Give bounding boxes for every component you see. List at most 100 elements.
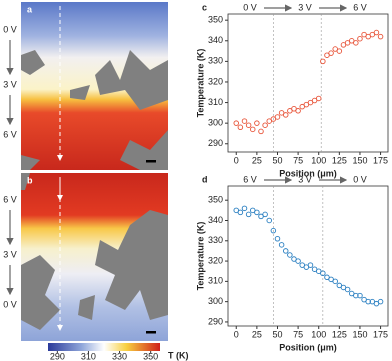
panel-label: a xyxy=(27,4,33,14)
data-point xyxy=(361,31,367,38)
panel-label: b xyxy=(27,175,33,185)
voltage-label: 6 V xyxy=(3,194,17,204)
x-tick-label: 175 xyxy=(373,329,388,339)
data-point xyxy=(254,209,260,216)
data-point xyxy=(258,128,264,135)
voltage-label: 3 V xyxy=(3,249,17,259)
colorbar-tick-label: 290 xyxy=(50,351,65,361)
annotation: 6 V xyxy=(353,2,367,12)
plot-frame xyxy=(227,185,389,327)
x-tick-label: 75 xyxy=(293,329,303,339)
data-point xyxy=(295,258,301,264)
y-tick-label: 320 xyxy=(208,76,223,86)
data-point xyxy=(245,122,252,128)
data-point xyxy=(262,122,268,128)
data-point xyxy=(336,48,343,54)
voltage-label: 3 V xyxy=(3,79,17,89)
panel-label: c xyxy=(202,2,207,12)
x-tick-label: 100 xyxy=(311,329,326,339)
annotation: 6 V xyxy=(243,174,257,184)
colorbar-label: T (K) xyxy=(168,350,189,360)
x-tick-label: 0 xyxy=(234,155,239,165)
data-point xyxy=(377,33,384,40)
y-tick-label: 320 xyxy=(208,255,223,265)
data-point xyxy=(369,31,376,38)
data-point xyxy=(365,33,371,40)
y-tick-label: 300 xyxy=(208,296,223,306)
data-point xyxy=(282,248,289,254)
data-point xyxy=(295,108,301,114)
y-tick-label: 350 xyxy=(208,195,223,205)
voltage-label: 6 V xyxy=(3,129,17,139)
y-tick-label: 330 xyxy=(208,235,223,245)
annotation: 3 V xyxy=(298,2,312,12)
data-point xyxy=(307,262,314,268)
data-point xyxy=(241,118,248,124)
colorbar-tick-label: 330 xyxy=(112,351,127,361)
plot-frame xyxy=(227,13,389,153)
y-tick-label: 330 xyxy=(208,56,223,66)
y-tick-label: 300 xyxy=(208,118,223,128)
data-point xyxy=(237,124,244,131)
data-point xyxy=(241,205,248,212)
data-point xyxy=(274,236,281,242)
data-point xyxy=(303,101,310,108)
x-tick-label: 125 xyxy=(332,329,347,339)
data-point xyxy=(332,278,338,285)
y-axis-label: Temperature (K) xyxy=(195,49,205,118)
y-tick-label: 310 xyxy=(208,276,223,286)
data-point xyxy=(274,114,281,120)
data-point xyxy=(282,112,289,118)
x-tick-label: 50 xyxy=(272,329,282,339)
data-point xyxy=(266,118,272,124)
x-tick-label: 150 xyxy=(352,155,367,165)
annotation: 3 V xyxy=(298,174,312,184)
data-point xyxy=(287,108,293,114)
x-tick-label: 50 xyxy=(272,155,282,165)
data-point xyxy=(237,209,244,216)
data-point xyxy=(340,42,347,48)
data-point xyxy=(287,252,293,258)
data-point xyxy=(233,120,239,126)
image-b xyxy=(21,173,168,341)
data-point xyxy=(270,116,277,122)
data-point xyxy=(365,298,371,305)
x-tick-label: 0 xyxy=(234,329,239,339)
x-tick-label: 150 xyxy=(352,329,367,339)
data-point xyxy=(270,227,277,234)
data-point xyxy=(377,298,384,305)
x-tick-label: 100 xyxy=(311,155,326,165)
data-point xyxy=(353,40,359,46)
data-point xyxy=(328,50,334,56)
x-tick-label: 175 xyxy=(373,155,388,165)
x-tick-label: 25 xyxy=(252,329,262,339)
data-point xyxy=(311,97,318,104)
x-axis-label: Position (μm) xyxy=(279,168,337,178)
x-axis-label: Position (μm) xyxy=(279,342,337,352)
image-a xyxy=(21,2,168,170)
voltage-label: 0 V xyxy=(3,24,17,34)
data-point xyxy=(299,103,305,110)
y-tick-label: 340 xyxy=(208,35,223,45)
x-tick-label: 25 xyxy=(252,155,262,165)
y-axis-label: Temperature (K) xyxy=(195,222,205,291)
data-point xyxy=(291,105,297,112)
data-point xyxy=(245,211,252,218)
annotation: 0 V xyxy=(243,2,257,12)
data-point xyxy=(357,35,363,42)
x-tick-label: 75 xyxy=(293,155,303,165)
voltage-label: 0 V xyxy=(3,299,17,309)
data-point xyxy=(320,270,326,276)
data-point xyxy=(324,52,330,58)
data-point xyxy=(278,110,285,116)
data-point xyxy=(344,286,351,293)
annotation: 0 V xyxy=(353,174,367,184)
y-tick-label: 350 xyxy=(208,15,223,25)
data-point xyxy=(348,38,355,44)
colorbar-tick-label: 350 xyxy=(143,351,158,361)
data-point xyxy=(266,217,272,224)
data-point xyxy=(249,126,256,133)
colorbar xyxy=(48,343,160,351)
data-point xyxy=(344,40,351,46)
